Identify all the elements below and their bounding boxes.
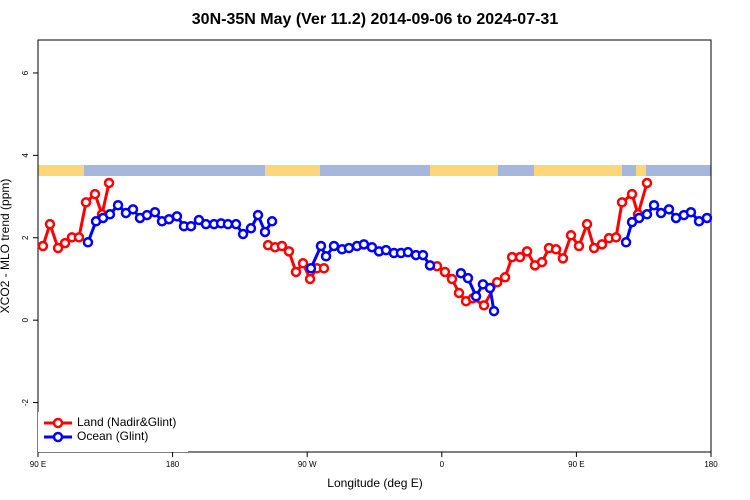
data-point	[328, 240, 340, 252]
data-point	[462, 272, 474, 284]
data-point	[663, 204, 675, 215]
x-axis-label: Longitude (deg E)	[327, 476, 422, 490]
data-point	[596, 239, 608, 250]
data-point	[318, 262, 330, 274]
data-point	[127, 204, 139, 215]
data-point	[514, 251, 526, 263]
y-tick-label: 6	[21, 70, 30, 75]
data-point	[488, 305, 500, 317]
data-point	[417, 249, 429, 261]
data-point	[641, 177, 653, 189]
data-point	[550, 244, 562, 255]
data-point	[80, 197, 92, 208]
data-point	[455, 267, 467, 279]
data-point	[44, 218, 56, 230]
data-point	[89, 188, 101, 200]
data-point	[588, 242, 600, 254]
data-point	[470, 291, 482, 302]
data-point	[536, 256, 548, 268]
data-point	[648, 199, 660, 211]
data-point	[573, 240, 585, 252]
data-point	[557, 253, 569, 264]
data-point	[305, 262, 317, 274]
data-point	[103, 177, 115, 189]
x-tick-label: 180	[166, 460, 180, 469]
chart-title: 30N-35N May (Ver 11.2) 2014-09-06 to 202…	[192, 11, 559, 28]
data-point	[446, 273, 458, 285]
data-point	[633, 212, 645, 224]
data-point	[581, 218, 593, 230]
data-point	[685, 206, 697, 218]
legend: Land (Nadir&Glint)Ocean (Glint)	[38, 412, 188, 452]
legend-box	[38, 412, 188, 452]
data-point	[59, 237, 71, 249]
legend-label: Ocean (Glint)	[77, 429, 148, 443]
y-tick-label: 4	[21, 153, 30, 158]
data-point	[343, 242, 355, 254]
data-point	[230, 218, 242, 230]
x-tick-label: 0	[440, 460, 445, 469]
data-point	[424, 260, 436, 271]
y-tick-label: 2	[21, 235, 30, 240]
x-tick-label: 180	[704, 460, 718, 469]
data-point	[315, 240, 327, 252]
data-point	[276, 240, 288, 252]
data-point	[565, 230, 577, 241]
data-point	[104, 209, 116, 220]
legend-marker	[52, 431, 64, 443]
data-point	[453, 287, 465, 299]
data-point	[491, 277, 503, 288]
data-point	[478, 300, 490, 311]
legend-label: Land (Nadir&Glint)	[77, 415, 176, 429]
data-point	[499, 272, 511, 283]
data-point	[616, 197, 628, 208]
x-tick-label: 90 E	[568, 460, 584, 469]
data-point	[52, 242, 64, 254]
y-tick-label: 0	[21, 317, 30, 322]
data-point	[222, 218, 234, 230]
data-point	[297, 258, 309, 269]
data-point	[200, 218, 212, 230]
data-point	[259, 226, 271, 238]
data-point	[620, 237, 632, 248]
data-point	[37, 240, 49, 252]
data-point	[521, 246, 533, 257]
data-point	[149, 206, 161, 218]
data-point	[701, 212, 713, 224]
legend-marker	[52, 417, 64, 429]
data-point	[237, 228, 249, 240]
land-ocean-strip	[38, 165, 711, 176]
data-point	[171, 211, 183, 222]
x-tick-label: 90 W	[298, 460, 317, 469]
data-point	[484, 282, 496, 294]
data-point	[185, 220, 197, 232]
data-point	[82, 237, 94, 248]
data-point	[304, 273, 316, 285]
data-point	[626, 188, 638, 200]
x-tick-label: 90 E	[30, 460, 46, 469]
data-point	[252, 209, 264, 221]
y-axis-label: XCO2 - MLO trend (ppm)	[0, 179, 12, 314]
data-point	[290, 266, 302, 278]
data-point	[73, 232, 85, 243]
series-line	[436, 182, 649, 308]
data-point	[245, 223, 257, 234]
data-point	[439, 266, 451, 278]
data-point	[266, 216, 278, 227]
y-tick-label: -2	[21, 398, 30, 406]
data-point	[320, 251, 332, 262]
data-point	[610, 232, 622, 243]
data-point	[641, 209, 653, 220]
data-point	[112, 199, 124, 211]
data-point	[283, 246, 295, 257]
data-point	[655, 207, 667, 219]
data-point	[358, 239, 370, 250]
